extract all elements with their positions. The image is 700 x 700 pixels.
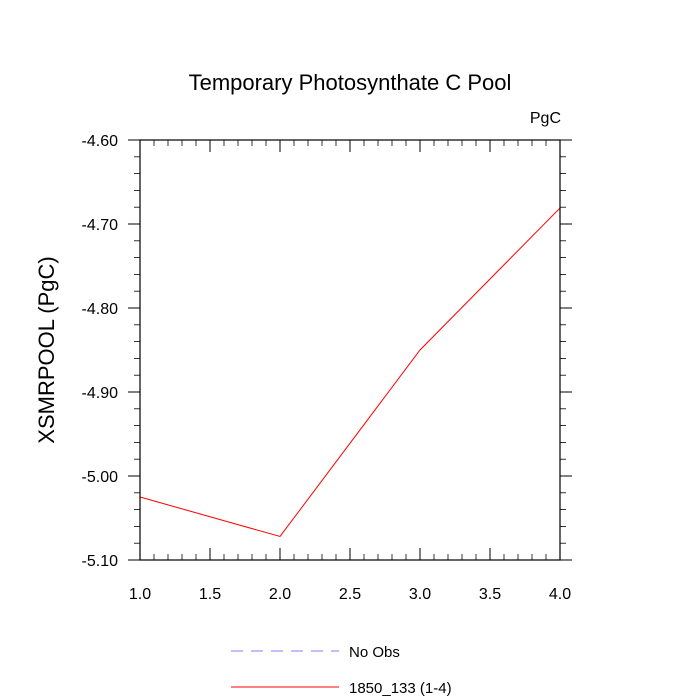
- y-tick-label: -4.60: [82, 133, 119, 150]
- y-axis-label: XSMRPOOL (PgC): [34, 256, 59, 443]
- x-tick-label: 1.0: [129, 586, 151, 603]
- y-tick-label: -4.90: [82, 385, 119, 402]
- series-line-1: [139, 207, 561, 538]
- x-tick-label: 2.5: [339, 586, 361, 603]
- chart-title: Temporary Photosynthate C Pool: [189, 70, 512, 95]
- y-tick-label: -5.00: [82, 469, 119, 486]
- y-tick-label: -4.80: [82, 301, 119, 318]
- plot-frame: [139, 139, 561, 561]
- x-tick-label: 2.0: [269, 586, 291, 603]
- x-tick-label: 1.5: [199, 586, 221, 603]
- legend-label-1: 1850_133 (1-4): [349, 680, 452, 697]
- x-tick-label: 4.0: [549, 586, 571, 603]
- legend-label-0: No Obs: [349, 644, 400, 661]
- x-tick-label: 3.5: [479, 586, 501, 603]
- x-tick-label: 3.0: [409, 586, 431, 603]
- y-tick-label: -5.10: [82, 553, 119, 570]
- y-tick-label: -4.70: [82, 217, 119, 234]
- units-label: PgC: [530, 110, 561, 127]
